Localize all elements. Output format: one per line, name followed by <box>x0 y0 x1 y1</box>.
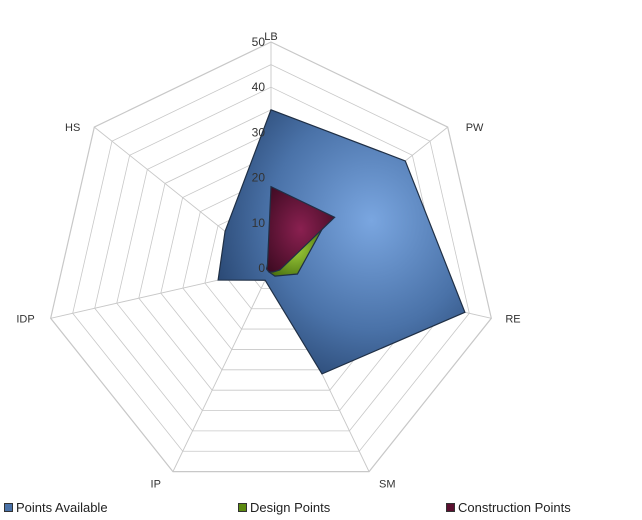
axis-label-sm: SM <box>379 479 396 490</box>
legend-item-construction-points: Construction Points <box>446 500 571 515</box>
legend-item-design-points: Design Points <box>238 500 330 515</box>
tick-label-50: 50 <box>252 35 266 49</box>
legend-swatch-points-available <box>4 503 13 512</box>
tick-label-10: 10 <box>252 216 266 230</box>
tick-label-20: 20 <box>252 171 266 185</box>
grid-ring-9 <box>72 64 470 452</box>
legend-label-construction-points: Construction Points <box>458 500 571 515</box>
series-points-available <box>217 109 466 375</box>
grid-ring-10 <box>50 41 492 473</box>
axis-label-ip: IP <box>151 479 161 490</box>
radial-tick-labels: 0 10 20 30 40 50 <box>252 35 266 275</box>
axis-label-idp: IDP <box>16 313 34 325</box>
tick-label-40: 40 <box>252 80 266 94</box>
axis-category-labels: LB PW RE SM IP IDP HS <box>16 31 520 490</box>
tick-label-30: 30 <box>252 125 266 139</box>
radar-series <box>217 109 466 375</box>
grid-spoke-ip <box>172 267 272 472</box>
tick-label-0: 0 <box>258 261 265 275</box>
legend: Points Available Design Points Construct… <box>0 496 642 518</box>
legend-item-points-available: Points Available <box>4 500 108 515</box>
axis-label-re: RE <box>505 313 520 325</box>
axis-label-hs: HS <box>65 122 80 134</box>
legend-label-design-points: Design Points <box>250 500 331 515</box>
legend-label-points-available: Points Available <box>16 500 108 515</box>
axis-label-pw: PW <box>466 122 484 134</box>
series-construction-points <box>265 185 336 273</box>
radar-chart: 0 10 20 30 40 50 LB PW RE SM IP IDP HS <box>16 31 520 490</box>
legend-swatch-design-points <box>238 503 247 512</box>
axis-label-lb: LB <box>264 31 277 43</box>
grid-ring-8 <box>94 86 448 432</box>
legend-swatch-construction-points <box>446 503 455 512</box>
